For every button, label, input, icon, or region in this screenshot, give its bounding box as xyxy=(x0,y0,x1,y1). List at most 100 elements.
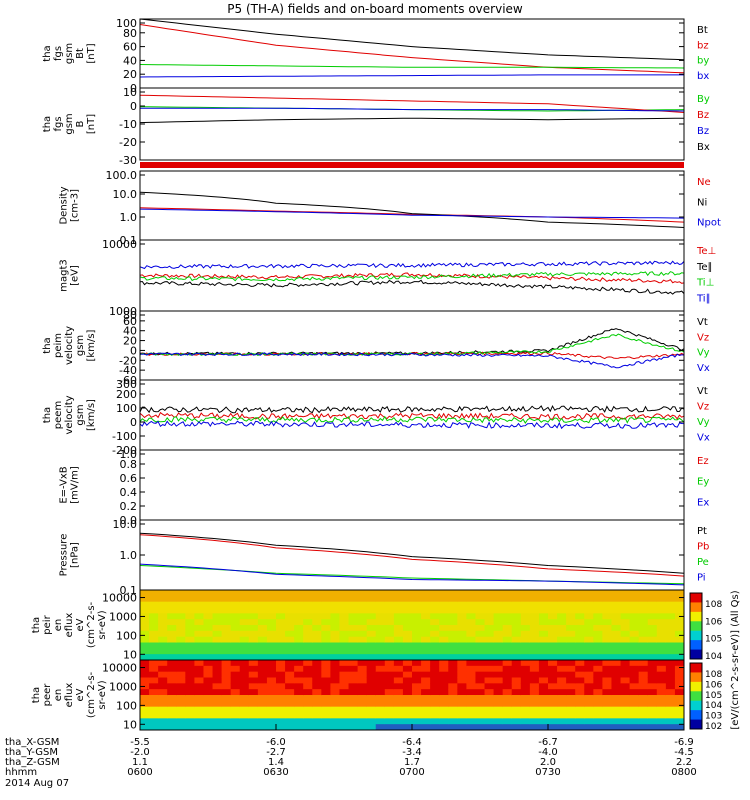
heatmap-cell xyxy=(674,689,685,696)
heatmap-cell xyxy=(348,654,359,661)
heatmap-cell xyxy=(357,648,368,655)
legend-entry: Vt xyxy=(697,386,708,397)
heatmap-cell xyxy=(629,695,640,702)
heatmap-cell xyxy=(167,613,177,620)
heatmap-cell xyxy=(203,601,214,608)
heatmap-cell xyxy=(620,636,631,643)
heatmap-cell xyxy=(520,718,531,725)
heatmap-cell xyxy=(285,706,295,713)
heatmap-cell xyxy=(647,677,658,684)
heatmap-cell xyxy=(294,712,304,719)
heatmap-cell xyxy=(239,636,250,643)
heatmap-cell xyxy=(529,619,540,626)
heatmap-cell xyxy=(257,636,268,643)
heatmap-cell xyxy=(248,712,259,719)
heatmap-cell xyxy=(412,595,422,603)
heatmap-cell xyxy=(303,706,313,713)
heatmap-cell xyxy=(430,671,440,678)
heatmap-cell xyxy=(575,724,585,731)
heatmap-cell xyxy=(412,619,422,626)
heatmap-cell xyxy=(538,636,549,643)
heatmap-cell xyxy=(212,630,223,638)
heatmap-cell xyxy=(430,619,440,626)
heatmap-cell xyxy=(611,590,622,597)
heatmap-cell xyxy=(402,700,413,708)
heatmap-cell xyxy=(266,642,277,649)
heatmap-cell xyxy=(529,665,540,673)
heatmap-cell xyxy=(620,601,631,608)
heatmap-cell xyxy=(466,642,476,649)
heatmap-cell xyxy=(221,630,232,638)
heatmap-cell xyxy=(266,718,277,725)
series-line-3 xyxy=(139,563,685,586)
heatmap-cell xyxy=(448,712,458,719)
heatmap-cell xyxy=(212,619,223,626)
heatmap-cell xyxy=(167,689,177,696)
heatmap-cell xyxy=(221,718,232,725)
heatmap-cell xyxy=(185,695,195,702)
heatmap-cell xyxy=(348,695,359,702)
heatmap-cell xyxy=(457,700,467,708)
heatmap-cell xyxy=(176,660,186,667)
heatmap-cell xyxy=(656,712,667,719)
heatmap-cell xyxy=(366,665,377,673)
heatmap-cell xyxy=(366,607,377,614)
heatmap-cell xyxy=(638,625,649,632)
heatmap-cell xyxy=(357,718,368,725)
heatmap-cell xyxy=(439,695,449,702)
heatmap-cell xyxy=(656,660,667,667)
heatmap-cell xyxy=(402,648,413,655)
heatmap-cell xyxy=(303,607,313,614)
heatmap-cell xyxy=(475,671,486,678)
heatmap-cell xyxy=(330,695,340,702)
heatmap-cell xyxy=(158,677,168,684)
heatmap-cell xyxy=(620,724,631,731)
heatmap-cell xyxy=(303,590,313,597)
heatmap-cell xyxy=(665,689,676,696)
heatmap-cell xyxy=(557,648,567,655)
heatmap-cell xyxy=(339,642,350,649)
heatmap-cell xyxy=(312,665,322,673)
y-axis-label: tha xyxy=(42,407,53,423)
heatmap-cell xyxy=(511,700,522,708)
heatmap-cell xyxy=(674,595,685,603)
heatmap-cell xyxy=(584,630,594,638)
heatmap-cell xyxy=(484,654,495,661)
heatmap-cell xyxy=(475,636,486,643)
heatmap-cell xyxy=(566,695,576,702)
heatmap-cell xyxy=(566,648,576,655)
heatmap-cell xyxy=(566,636,576,643)
heatmap-cell xyxy=(493,677,504,684)
heatmap-cell xyxy=(557,619,567,626)
heatmap-cell xyxy=(393,607,404,614)
heatmap-cell xyxy=(611,665,622,673)
heatmap-cell xyxy=(538,677,549,684)
heatmap-cell xyxy=(448,665,458,673)
heatmap-cell xyxy=(312,613,322,620)
heatmap-cell xyxy=(647,665,658,673)
heatmap-cell xyxy=(375,695,386,702)
heatmap-cell xyxy=(257,683,268,690)
heatmap-cell xyxy=(448,689,458,696)
heatmap-cell xyxy=(303,601,313,608)
heatmap-cell xyxy=(674,601,685,608)
heatmap-cell xyxy=(484,648,495,655)
heatmap-cell xyxy=(430,660,440,667)
heatmap-cell xyxy=(529,625,540,632)
heatmap-cell xyxy=(647,671,658,678)
heatmap-cell xyxy=(221,601,232,608)
heatmap-cell xyxy=(221,595,232,603)
heatmap-cell xyxy=(538,642,549,649)
colorbar-swatch xyxy=(690,602,702,613)
heatmap-cell xyxy=(665,695,676,702)
heatmap-cell xyxy=(620,718,631,725)
heatmap-cell xyxy=(466,665,476,673)
y-axis-label: velocity xyxy=(64,326,75,365)
y-tick-label: 100 xyxy=(116,402,137,415)
heatmap-cell xyxy=(149,724,159,731)
heatmap-cell xyxy=(303,636,313,643)
heatmap-cell xyxy=(194,718,204,725)
heatmap-cell xyxy=(257,625,268,632)
heatmap-cell xyxy=(248,619,259,626)
